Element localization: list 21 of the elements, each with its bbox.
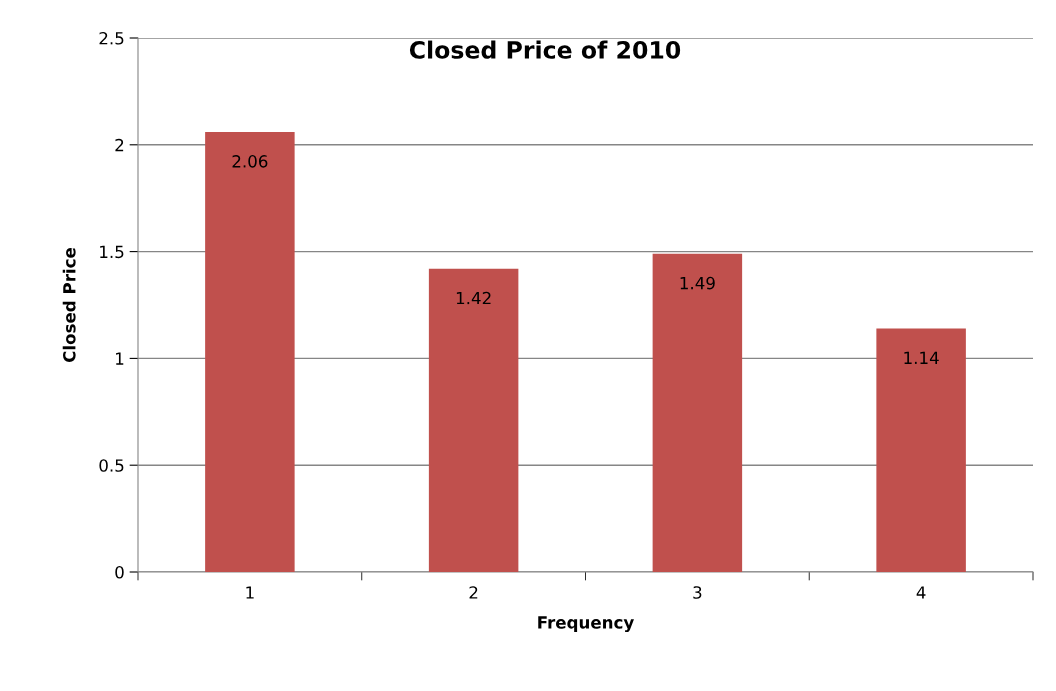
x-axis-title: Frequency (538, 616, 634, 633)
x-tick-label: 3 (693, 586, 702, 599)
data-label: 1.49 (680, 276, 715, 290)
data-label: 1.42 (456, 291, 491, 305)
y-tick-label: 2.5 (99, 31, 124, 45)
bar (428, 268, 519, 572)
x-tick-label: 1 (246, 586, 254, 599)
y-tick-label: 1.5 (100, 245, 124, 259)
y-tick-label: 1 (116, 352, 124, 365)
chart-title: Closed Price of 2010 (409, 40, 681, 59)
x-tick-label: 4 (916, 586, 926, 599)
bar (876, 328, 966, 572)
y-tick-label: 2 (115, 138, 124, 152)
bar (205, 131, 295, 572)
y-tick-label: 0.5 (99, 459, 124, 472)
y-tick-label: 0 (115, 565, 124, 579)
x-tick-label: 2 (469, 586, 478, 599)
data-label: 1.14 (904, 351, 939, 364)
data-label: 2.06 (232, 155, 268, 168)
bar (652, 253, 743, 572)
y-axis-title: Closed Price (62, 247, 76, 363)
